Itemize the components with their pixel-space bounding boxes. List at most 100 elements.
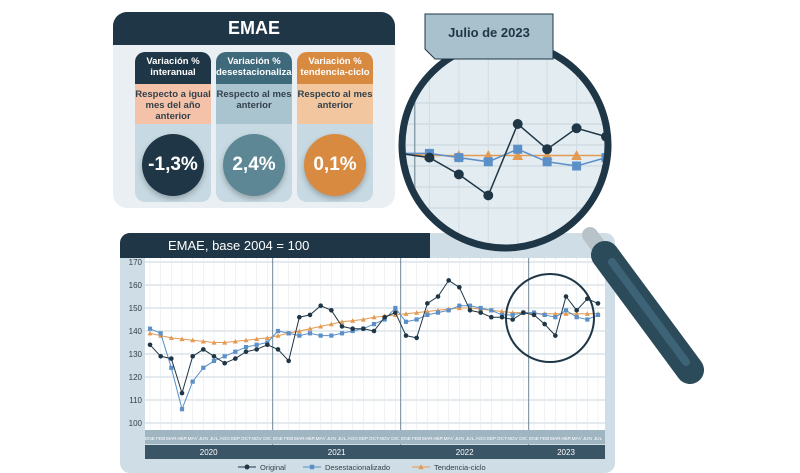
year-band-bg: [145, 445, 605, 459]
y-axis-ticks: 170 160 150 140 130 120 110 100: [129, 258, 143, 428]
data-point: [233, 356, 238, 361]
data-point: [169, 365, 174, 370]
data-point: [275, 333, 281, 338]
lens-series-line: [402, 148, 607, 167]
data-point: [584, 311, 590, 316]
y-tick-label: 170: [129, 258, 143, 267]
month-label: JUL: [594, 436, 603, 442]
lens-data-point: [483, 157, 493, 167]
month-label: DIC: [391, 436, 400, 442]
month-label: FEB: [540, 436, 549, 442]
data-point: [254, 336, 260, 342]
data-point: [489, 308, 494, 313]
card-title: EMAE: [113, 12, 395, 45]
month-label: ENE: [401, 436, 411, 442]
data-point: [424, 308, 430, 314]
data-point: [179, 407, 185, 412]
data-point: [201, 365, 206, 370]
year-label: 2023: [557, 448, 575, 457]
month-label: OCT: [497, 436, 507, 442]
data-point: [201, 347, 206, 352]
month-label: MAR: [422, 436, 433, 442]
data-point: [147, 326, 153, 331]
data-point: [147, 342, 153, 348]
data-point: [457, 303, 462, 308]
legend-label: Tendencia-ciclo: [434, 463, 486, 472]
month-label: NOV: [507, 436, 518, 442]
month-label: DIC: [519, 436, 528, 442]
chart-panel: EMAE, base 2004 = 100 170 160 150 140 130 120…: [120, 233, 615, 473]
data-point: [307, 326, 313, 331]
chart-title: EMAE, base 2004 = 100: [168, 238, 309, 253]
lens-tick-label: 13: [604, 201, 618, 216]
data-point: [510, 312, 515, 317]
year-label: 2020: [200, 448, 218, 457]
month-label: FEB: [412, 436, 421, 442]
value-circle: 2,4%: [223, 134, 285, 196]
month-label: AGO: [347, 436, 358, 442]
month-label: FEB: [284, 436, 293, 442]
y-tick-label: 110: [129, 396, 142, 405]
y-tick-label: 150: [129, 304, 143, 313]
legend-marker: [309, 464, 315, 470]
data-point: [329, 307, 334, 313]
month-label: JUN: [327, 436, 337, 442]
month-label: JUN: [455, 436, 465, 442]
lens-data-point: [512, 119, 523, 129]
magnifier-handle: [582, 227, 704, 384]
y-tick-label: 130: [129, 350, 143, 359]
month-label: DIC: [263, 436, 272, 442]
data-point: [371, 322, 377, 327]
data-point: [147, 330, 153, 336]
data-point: [286, 331, 291, 336]
data-point: [414, 335, 419, 341]
data-point: [403, 311, 409, 316]
data-point: [542, 321, 547, 327]
data-point: [563, 308, 569, 313]
month-label: ABR: [177, 436, 187, 442]
legend-marker: [418, 464, 424, 470]
data-point: [457, 284, 462, 290]
data-point: [350, 318, 356, 323]
data-point: [222, 339, 228, 345]
month-label: ABR: [433, 436, 443, 442]
data-point: [179, 390, 185, 396]
month-label: MAY: [444, 436, 455, 442]
data-point: [414, 317, 419, 322]
month-label: MAY: [188, 436, 199, 442]
legend-label: Desestacionalizado: [325, 463, 390, 472]
month-band-bg: [145, 430, 605, 444]
data-point: [414, 310, 420, 315]
month-label: JUN: [583, 436, 593, 442]
month-label: MAY: [316, 436, 327, 442]
month-label: ABR: [561, 436, 571, 442]
data-point: [243, 349, 249, 355]
data-point: [254, 347, 259, 352]
data-point: [318, 303, 323, 309]
y-tick-label: 160: [129, 281, 143, 290]
data-point: [574, 311, 580, 316]
data-point: [329, 333, 334, 338]
data-point: [467, 307, 473, 313]
data-point: [361, 326, 366, 332]
month-label: SEP: [359, 436, 369, 442]
year-label: 2021: [328, 448, 346, 457]
data-point: [435, 294, 441, 299]
data-point: [585, 317, 590, 322]
lens-data-point: [454, 153, 464, 163]
value-circle: 0,1%: [304, 134, 366, 196]
data-point: [574, 307, 579, 313]
data-point: [446, 278, 451, 283]
value-circle: -1,3%: [142, 134, 204, 196]
month-label: AGO: [219, 436, 230, 442]
y-tick-label: 120: [129, 373, 143, 382]
data-point: [211, 353, 217, 359]
data-point: [318, 333, 323, 338]
legend: Original Desestacionalizado Tendencia-cicl…: [238, 463, 486, 472]
data-point: [179, 336, 185, 342]
interanual-column: Variación % interanual Respecto a igual …: [135, 52, 211, 202]
lens-data-point: [571, 150, 582, 160]
data-point: [371, 328, 377, 334]
month-label: ENE: [145, 436, 155, 442]
